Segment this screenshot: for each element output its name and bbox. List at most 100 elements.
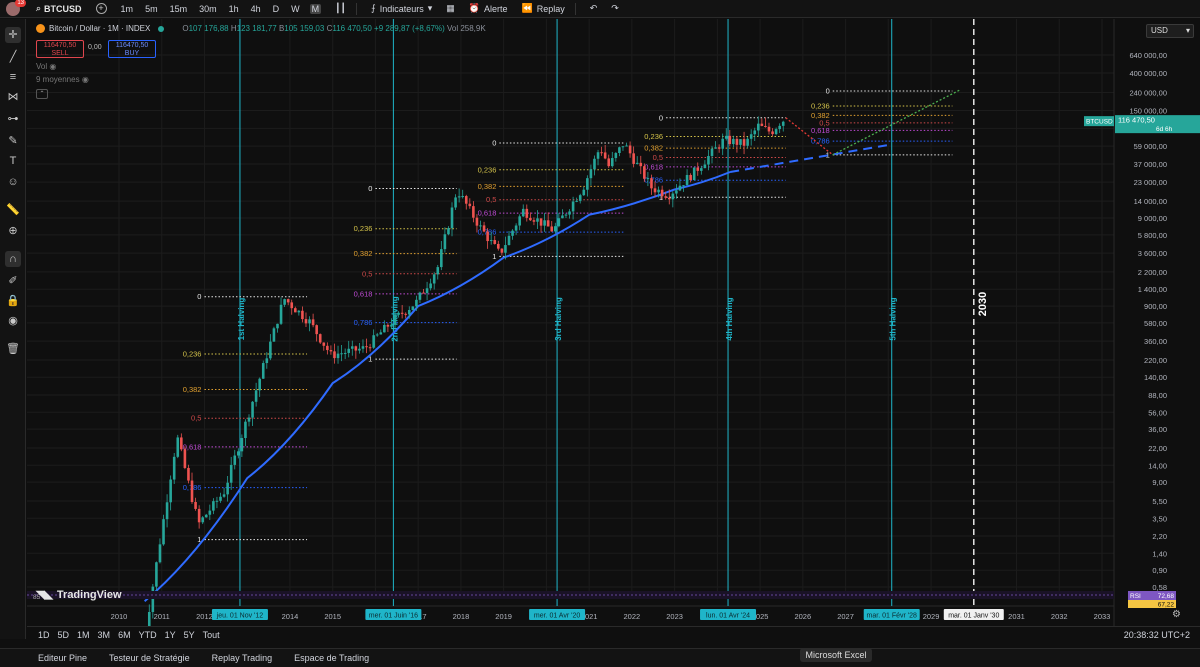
emoji-icon[interactable]: ☺ — [7, 176, 19, 188]
eye-icon[interactable]: ◉ — [8, 315, 18, 327]
timeframe-1m[interactable]: 1m — [120, 3, 134, 14]
candle — [361, 339, 365, 353]
candle-body — [361, 346, 365, 349]
candle — [621, 146, 625, 151]
trend-line-icon[interactable]: ╱ — [9, 51, 17, 63]
candle-body — [172, 456, 176, 480]
halving-date-label: jeu. 01 Nov '12 — [216, 613, 264, 620]
user-avatar[interactable]: 13 — [6, 0, 26, 16]
volume-indicator-label[interactable]: Vol ◉ — [36, 62, 57, 71]
currency-selector[interactable]: USD ▾ — [1146, 24, 1194, 38]
time-tick-label: 2033 — [1094, 612, 1111, 621]
eye-icon[interactable]: ◉ — [49, 62, 57, 71]
clock[interactable]: 20:38:32 UTC+2 — [1123, 630, 1190, 640]
range-5y[interactable]: 5Y — [183, 629, 195, 640]
market-open-icon — [158, 25, 165, 32]
candle — [158, 538, 162, 564]
timeframe-1h[interactable]: 1h — [228, 3, 239, 14]
indicators-button[interactable]: ⨍ Indicateurs ▾ — [370, 3, 433, 14]
candle — [318, 333, 322, 344]
pencil-lock-icon[interactable]: ✐ — [8, 275, 18, 287]
candle — [297, 309, 301, 316]
price-chart[interactable]: 640 000,00 400 000,00 240 000,00 150 000,00… — [27, 19, 1200, 626]
candle — [600, 146, 603, 156]
footer-tab-3[interactable]: Espace de Trading — [294, 653, 370, 663]
range-3m[interactable]: 3M — [97, 629, 111, 640]
timeframe-M[interactable]: M — [309, 3, 322, 14]
chart-type-button[interactable]: ┃┃ — [335, 3, 346, 14]
candle-body — [710, 148, 714, 156]
undo-button[interactable]: ↶ — [590, 3, 598, 14]
candle — [707, 149, 710, 171]
candle — [525, 204, 529, 222]
buy-button[interactable]: 116470,50 BUY — [108, 40, 156, 58]
candle — [290, 299, 294, 315]
candle-body — [343, 352, 347, 354]
settings-gear-icon: ⚙ — [1172, 609, 1181, 620]
fib-level-label: 0 — [197, 292, 201, 301]
redo-button[interactable]: ↷ — [611, 3, 619, 14]
timeframe-5m[interactable]: 5m — [145, 3, 158, 14]
candle-body — [187, 467, 190, 481]
candle — [240, 434, 244, 457]
pattern-icon[interactable]: ⋈ — [7, 91, 19, 103]
candle — [147, 604, 151, 626]
magnet-icon[interactable]: ∩ — [5, 251, 21, 267]
candle — [610, 151, 614, 168]
symbol-search[interactable]: ⌕ BTCUSD — [36, 3, 82, 14]
time-tick-label: 2015 — [324, 612, 341, 621]
candle — [247, 414, 251, 427]
range-tout[interactable]: Tout — [202, 629, 220, 640]
range-5d[interactable]: 5D — [57, 629, 70, 640]
replay-button[interactable]: ⏪ Replay — [521, 3, 565, 14]
footer-tab-1[interactable]: Testeur de Stratégie — [109, 653, 190, 663]
lock-icon[interactable]: 🔒 — [6, 295, 20, 307]
timeframe-D[interactable]: D — [272, 3, 280, 14]
fib-level-label: 0 — [368, 184, 372, 193]
alert-button[interactable]: ⏰ Alerte — [468, 3, 508, 14]
timeframe-4h[interactable]: 4h — [250, 3, 261, 14]
eye-icon[interactable]: ◉ — [81, 75, 89, 84]
candle-body — [315, 325, 318, 335]
candle — [215, 496, 219, 509]
candle — [265, 352, 269, 369]
candle — [315, 324, 318, 342]
candle — [386, 323, 390, 333]
symbol-tag-label: BTCUSD — [1086, 119, 1113, 126]
text-icon[interactable]: T — [9, 155, 17, 167]
crosshair-icon[interactable]: ✛ — [5, 27, 21, 43]
trash-icon[interactable]: 🗑 — [6, 343, 20, 355]
time-tick-label: 2025 — [752, 612, 769, 621]
candle-body — [457, 196, 461, 198]
zoom-in-icon[interactable]: ⊕ — [8, 225, 18, 237]
projection-icon[interactable]: ⊶ — [7, 113, 19, 125]
candle-body — [753, 130, 757, 135]
layouts-button[interactable]: ▦ — [446, 3, 455, 14]
fib-level-label: 0,618 — [644, 162, 663, 171]
candle-body — [322, 342, 326, 346]
candle-body — [507, 235, 511, 246]
candle-body — [233, 455, 237, 465]
candle — [507, 230, 511, 246]
candle-body — [326, 345, 329, 351]
candle-body — [365, 346, 368, 348]
fib-retracement-icon[interactable]: ≡ — [9, 71, 17, 83]
ruler-icon[interactable]: 📏 — [6, 204, 20, 216]
collapse-legend-button[interactable]: ⌃ — [36, 89, 48, 99]
timeframe-30m[interactable]: 30m — [199, 3, 217, 14]
brush-icon[interactable]: ✎ — [8, 135, 18, 147]
candle — [183, 446, 187, 470]
timeframe-15m[interactable]: 15m — [169, 3, 188, 14]
range-1d[interactable]: 1D — [38, 629, 50, 640]
footer-tab-2[interactable]: Replay Trading — [211, 653, 273, 663]
range-6m[interactable]: 6M — [118, 629, 131, 640]
range-1y[interactable]: 1Y — [164, 629, 176, 640]
ma-indicator-label[interactable]: 9 moyennes ◉ — [36, 75, 89, 84]
timeframe-W[interactable]: W — [291, 3, 300, 14]
range-1m[interactable]: 1M — [77, 629, 90, 640]
sell-button[interactable]: 116470,50 SELL — [36, 40, 84, 58]
footer-tab-0[interactable]: Editeur Pine — [38, 653, 88, 663]
compare-add-icon[interactable]: + — [95, 3, 107, 14]
candle-body — [464, 196, 468, 204]
range-ytd[interactable]: YTD — [138, 629, 157, 640]
